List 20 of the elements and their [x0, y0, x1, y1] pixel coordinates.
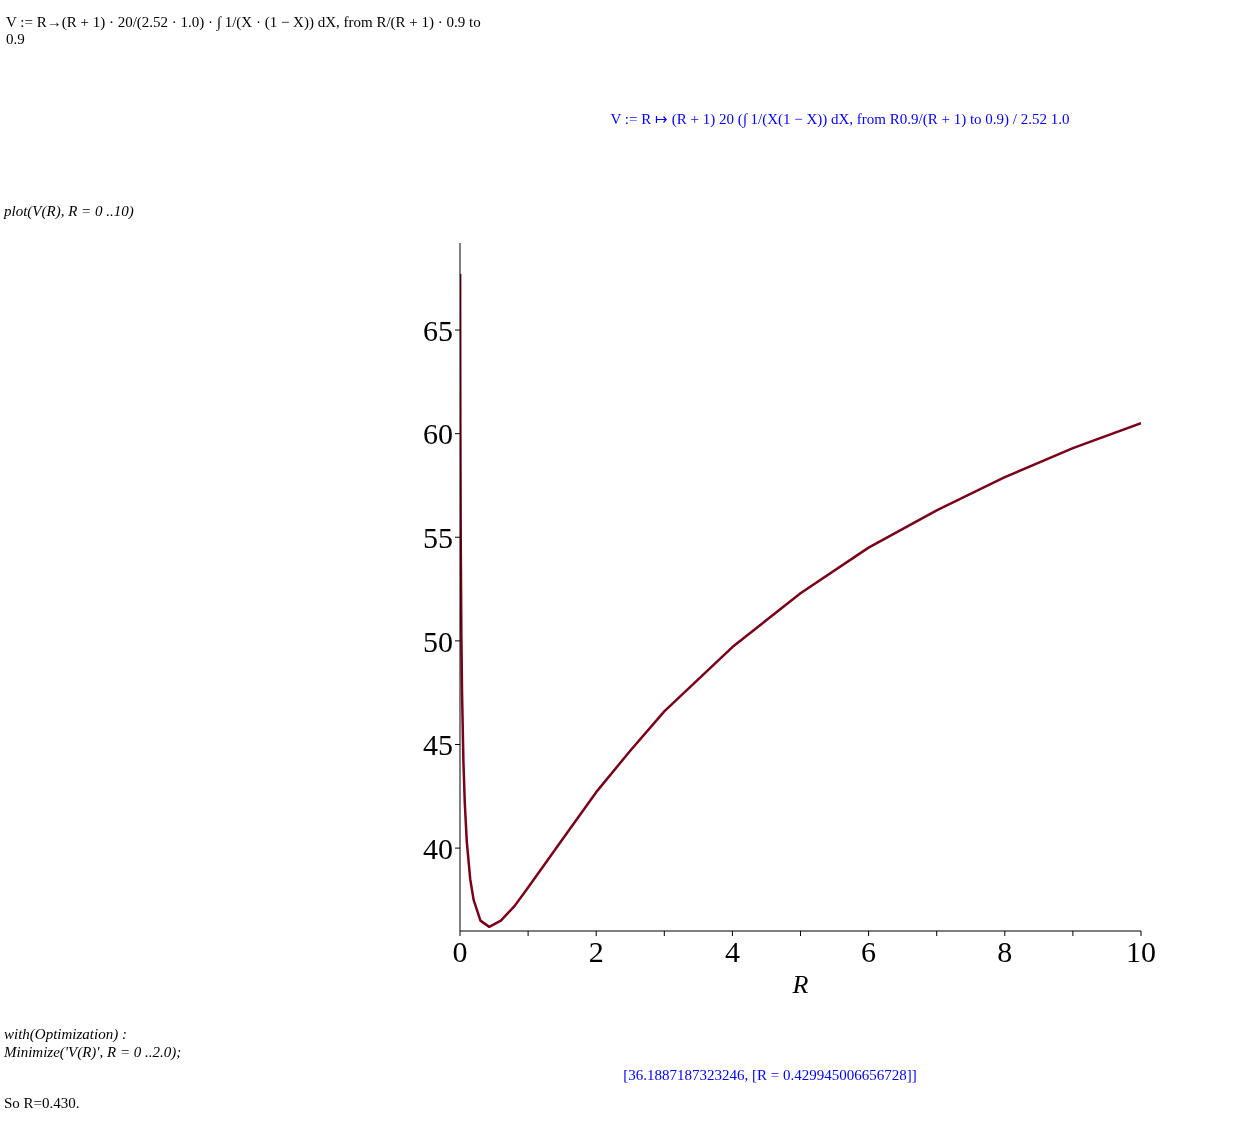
text: [36.1887187323246, [R = 0.429945006656728]]	[622, 1067, 918, 1084]
y-tick-label: 55	[423, 520, 453, 554]
text: V := R ↦ (R + 1) 20 (∫ 1/(X(1 − X)) dX, from R0.9/(R + 1) to 0.9) / 2.52 1.0	[609, 110, 1071, 128]
y-tick-label: 60	[423, 417, 453, 451]
y-tick-label: 40	[423, 831, 453, 865]
text: Minimize('V(R)', R = 0 ..2.0);	[4, 1044, 183, 1061]
text: plot(V(R), R = 0 ..10)	[4, 203, 135, 220]
y-tick-label: 50	[423, 624, 453, 658]
text: V := R→(R + 1) · 20/(2.52 · 1.0) · ∫ 1/(X · (1 − X)) dX, from R/(R + 1) · 0.9 to 0.9	[6, 14, 482, 48]
text: So R=0.430.	[4, 1095, 81, 1112]
x-axis-title: R	[791, 970, 809, 999]
x-tick-label: 0	[452, 935, 468, 968]
y-tick-label: 65	[423, 313, 453, 347]
x-tick-label: 2	[588, 935, 604, 968]
y-tick-label: 45	[423, 728, 453, 762]
text: with(Optimization) :	[4, 1026, 128, 1043]
x-tick-label: 6	[861, 935, 877, 968]
x-tick-label: 8	[997, 935, 1013, 968]
x-tick-label: 10	[1126, 935, 1156, 968]
x-tick-label: 4	[724, 935, 740, 968]
